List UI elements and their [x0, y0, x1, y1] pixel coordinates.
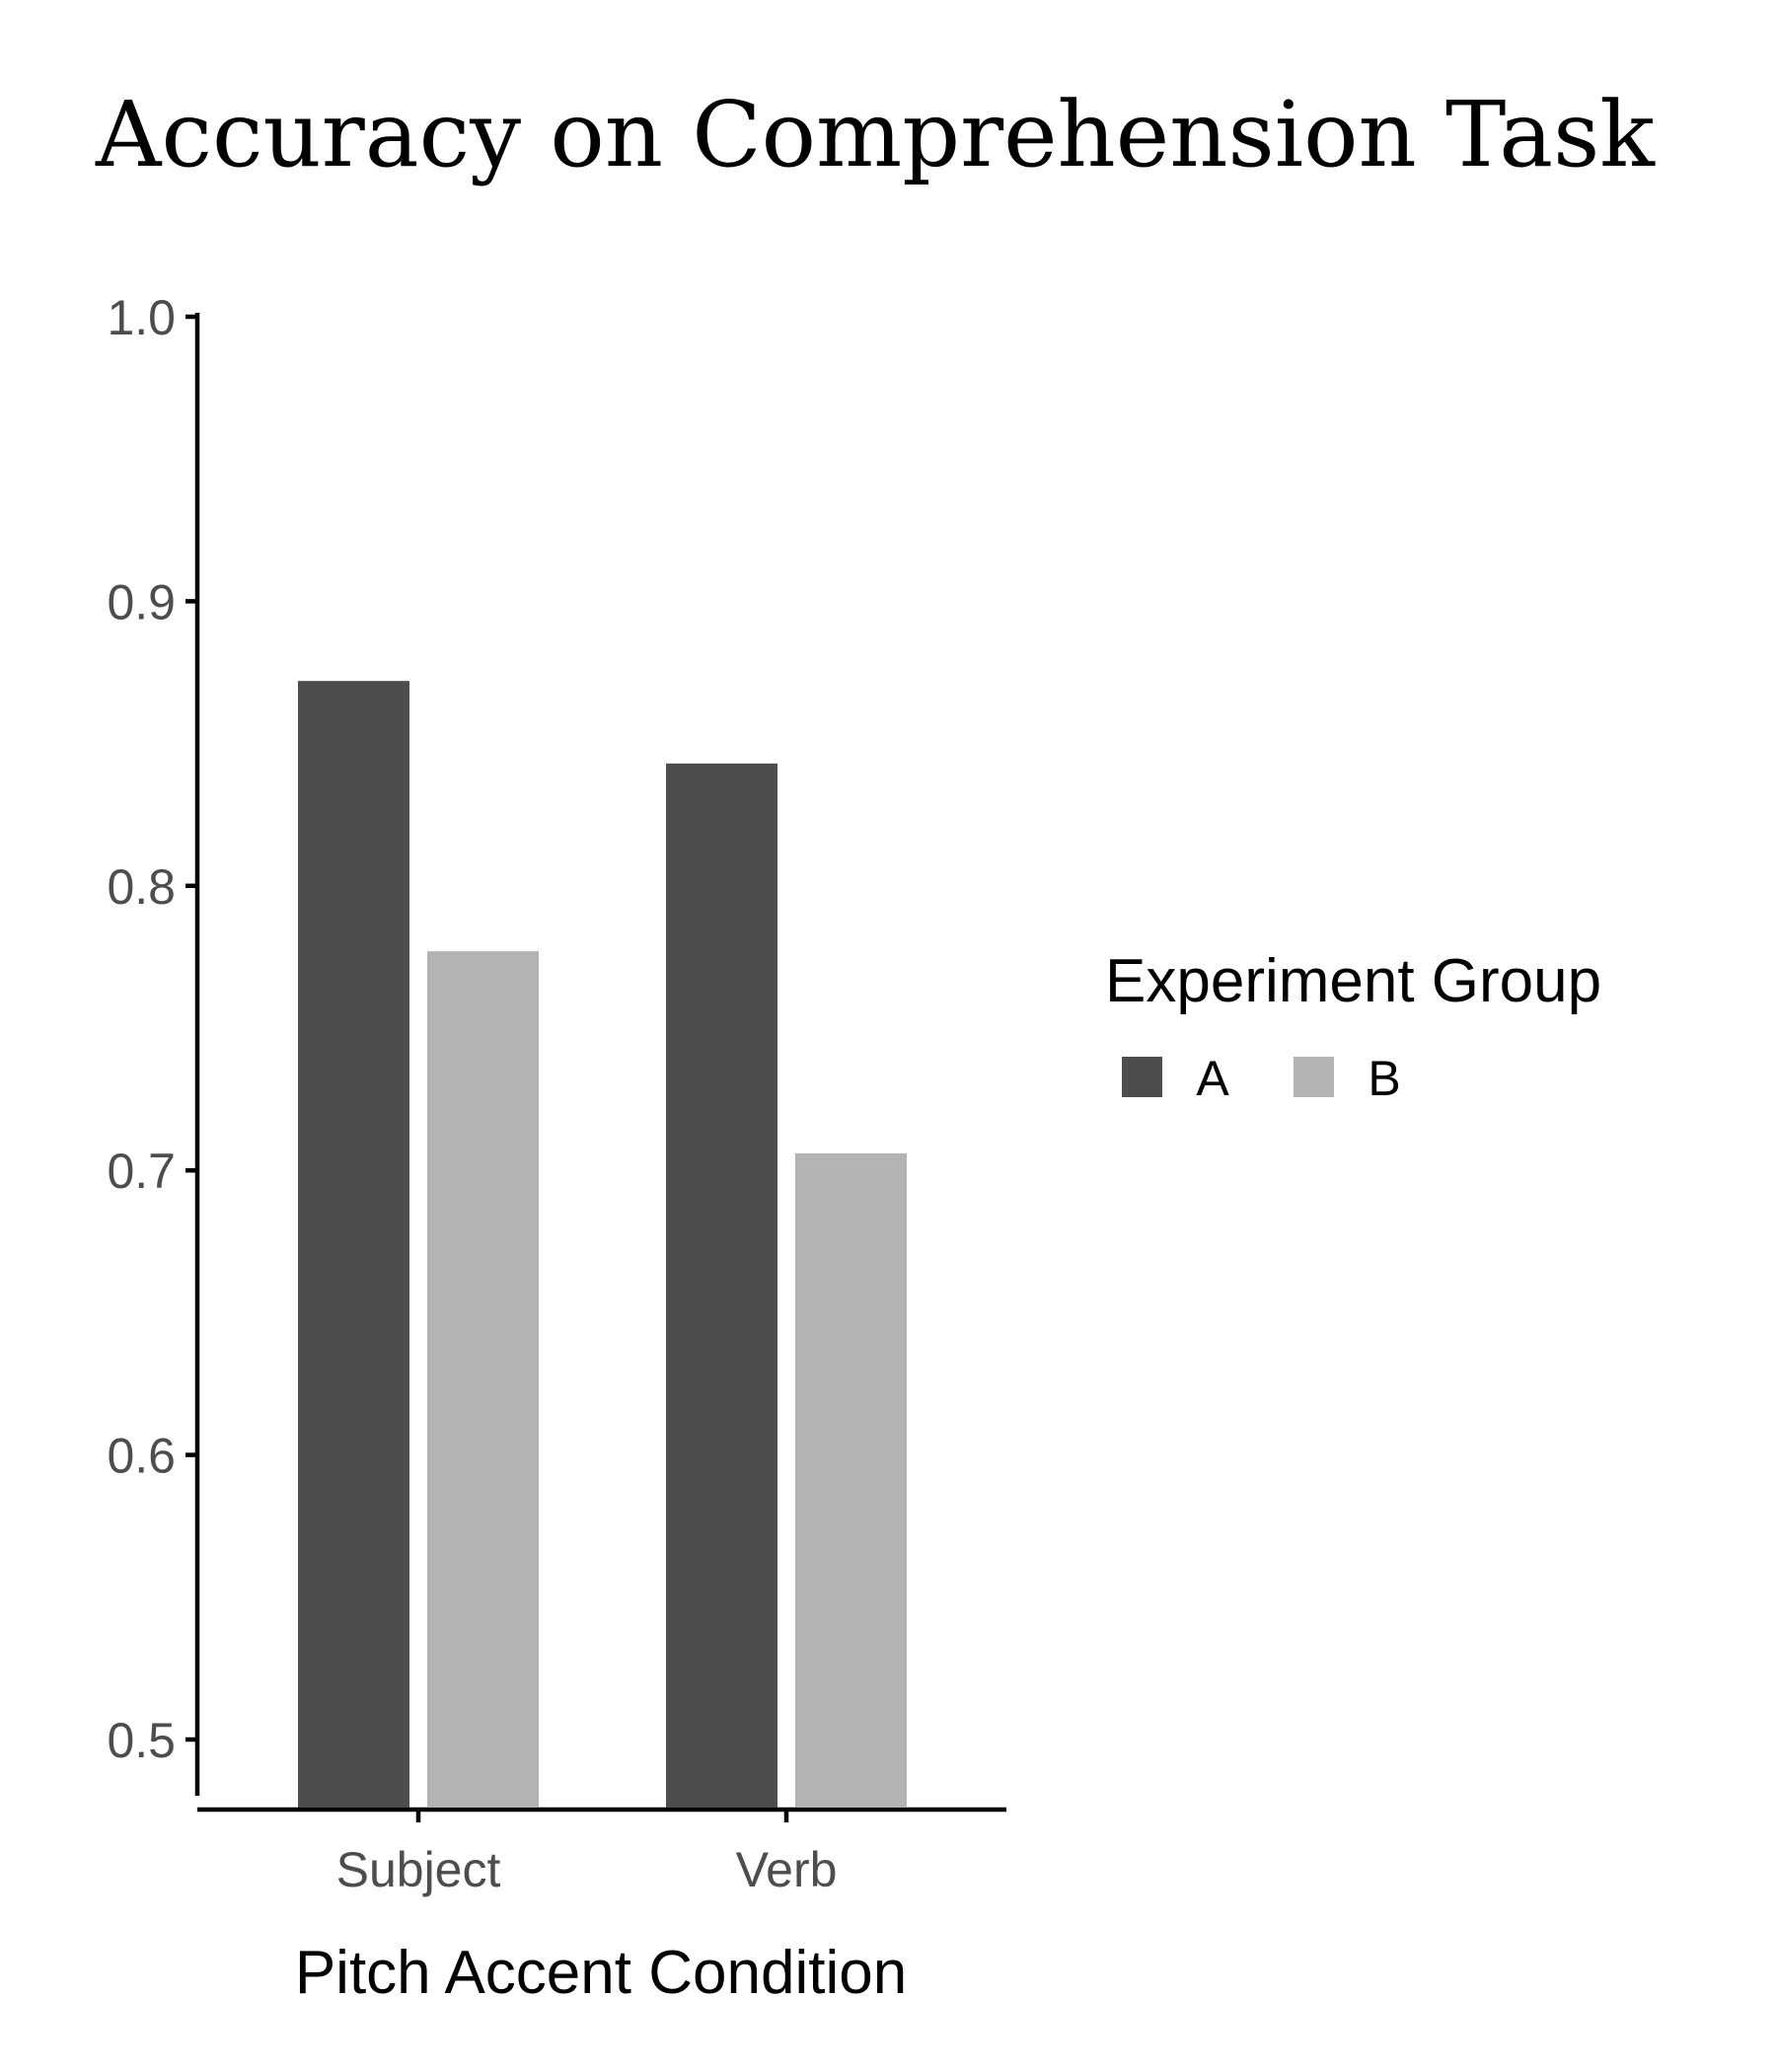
bar-subject-a: [298, 681, 409, 1808]
y-tick-label: 0.8: [107, 859, 176, 915]
y-tick-label: 1.0: [107, 290, 176, 345]
x-axis: Subject Verb: [197, 1807, 1006, 1897]
legend-title: Experiment Group: [1105, 947, 1601, 1015]
bar-verb-a: [666, 763, 777, 1808]
bar-subject-b: [427, 951, 539, 1808]
bars: [298, 681, 907, 1808]
y-tick-label: 0.5: [107, 1713, 176, 1768]
legend-label-b: B: [1368, 1051, 1400, 1106]
x-axis-title: Pitch Accent Condition: [295, 1939, 907, 2007]
y-axis: 0.5 0.6 0.7 0.8 0.9 1.0: [107, 290, 200, 1796]
y-tick-label: 0.9: [107, 574, 176, 629]
y-tick-label: 0.7: [107, 1144, 176, 1199]
legend-key-a: [1122, 1057, 1162, 1097]
legend-key-b: [1294, 1057, 1334, 1097]
x-tick-label: Subject: [336, 1842, 501, 1897]
chart-title: Accuracy on Comprehension Task: [95, 82, 1656, 187]
x-tick-label: Verb: [736, 1842, 838, 1897]
y-tick-label: 0.6: [107, 1429, 176, 1484]
legend-label-a: A: [1196, 1051, 1229, 1106]
bar-verb-b: [795, 1152, 907, 1808]
